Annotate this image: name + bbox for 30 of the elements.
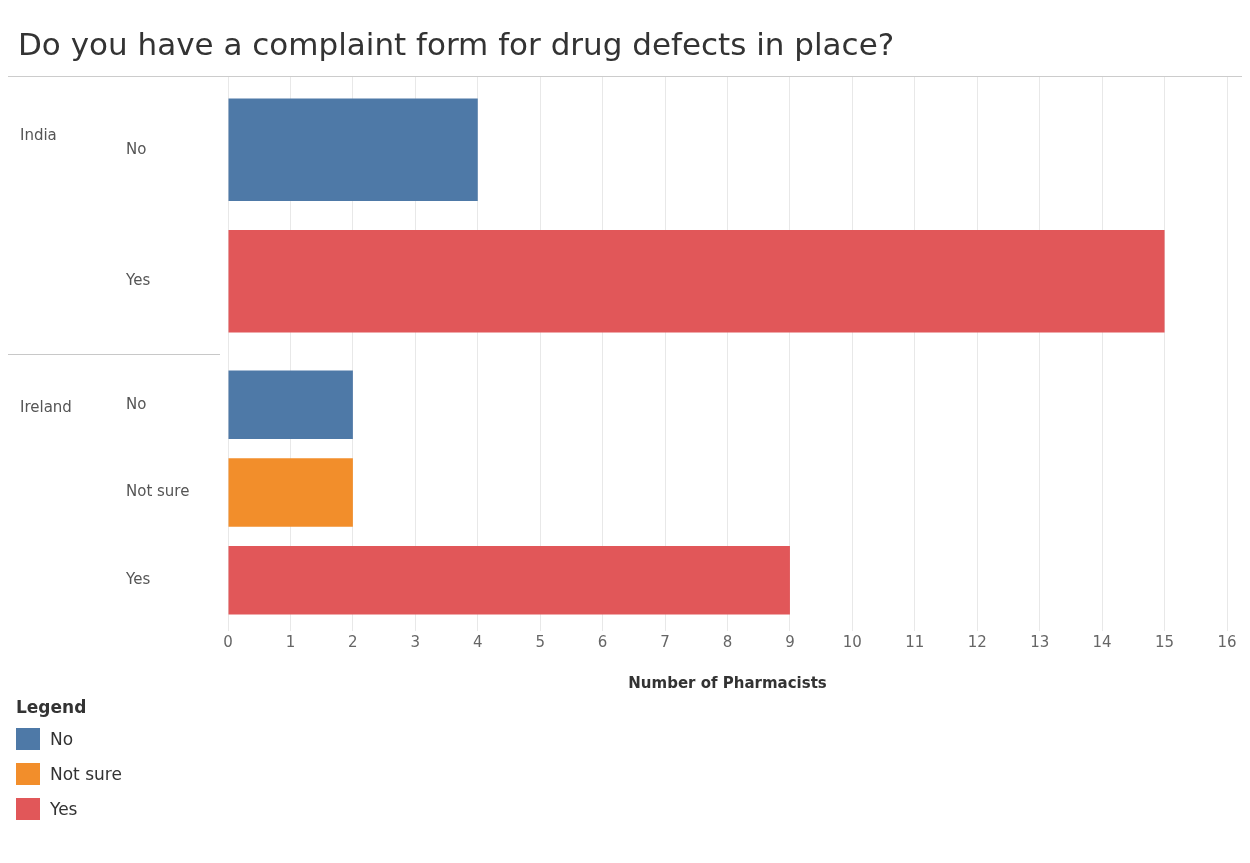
x-axis-title: Number of Pharmacists: [628, 673, 827, 692]
x-tick-label: 10: [842, 632, 862, 651]
x-tick-label: 12: [967, 632, 987, 651]
x-tick-label: 7: [660, 632, 670, 651]
x-tick-label: 4: [472, 632, 483, 651]
x-tick-label: 13: [1030, 632, 1050, 651]
x-tick-label: 2: [348, 632, 358, 651]
x-tick-label: 14: [1092, 632, 1112, 651]
x-tick-label: 0: [223, 632, 233, 651]
x-tick-label: 6: [597, 632, 608, 651]
x-tick-label: 15: [1155, 632, 1175, 651]
legend-title: Legend: [16, 697, 88, 717]
y-tick-label: Ireland: [20, 398, 72, 417]
legend-label: No: [50, 728, 74, 749]
x-tick-label: 11: [905, 632, 925, 651]
text: No: [126, 394, 147, 413]
text: Yes: [126, 570, 151, 589]
legend-label: Yes: [50, 798, 78, 819]
legend-label: Not sure: [50, 763, 122, 784]
x-tick-label: 8: [722, 632, 733, 651]
text: Yes: [126, 271, 151, 290]
text: Not sure: [126, 482, 190, 501]
x-tick-label: 16: [1217, 632, 1237, 651]
x-tick-label: 5: [535, 632, 545, 651]
text: No: [126, 139, 147, 158]
x-tick-label: 9: [785, 632, 795, 651]
chart-title: Do you have a complaint form for drug defects in place?: [8, 8, 1242, 77]
y-tick-label: India: [20, 126, 57, 145]
x-tick-label: 3: [410, 632, 421, 651]
x-tick-label: 1: [285, 632, 296, 651]
